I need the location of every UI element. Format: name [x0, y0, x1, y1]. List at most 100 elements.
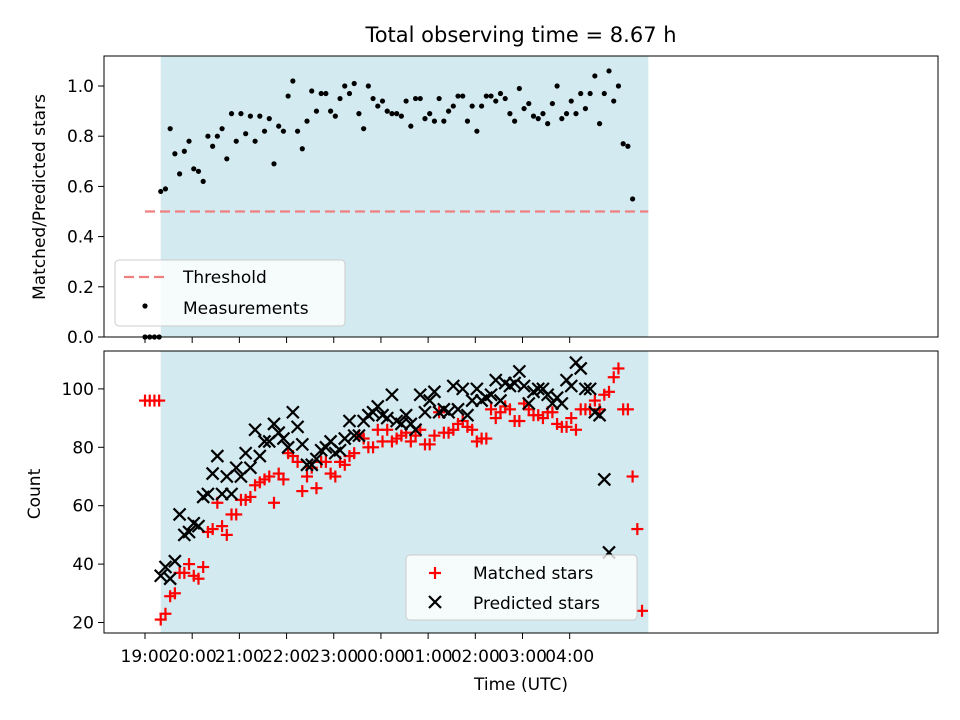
measurement-point — [408, 123, 414, 129]
measurement-point — [554, 83, 560, 89]
count-x-tick-label: 21:00 — [215, 647, 264, 667]
measurement-point — [210, 143, 216, 149]
count-y-tick-label: 40 — [72, 555, 94, 575]
measurement-point — [290, 78, 296, 84]
predicted-star-point — [168, 554, 182, 568]
predicted-star-point — [342, 414, 357, 428]
measurement-point — [200, 178, 206, 184]
ratio-legend: Threshold Measurements — [114, 259, 346, 327]
measurement-point — [412, 95, 419, 102]
measurement-point — [243, 131, 249, 137]
measurement-point — [526, 100, 532, 107]
predicted-star-point — [484, 387, 498, 402]
measurement-point — [464, 118, 471, 124]
measurement-point — [497, 90, 504, 97]
measurement-point — [375, 103, 381, 109]
measurement-point — [299, 146, 305, 152]
predicted-star-point — [460, 408, 475, 422]
measurement-point — [559, 116, 565, 122]
count-y-tick-label: 80 — [72, 438, 94, 458]
matched-star-point — [607, 371, 620, 384]
matched-star-point — [230, 508, 243, 521]
measurement-point — [398, 113, 404, 119]
predicted-star-point — [380, 411, 395, 425]
measurement-point — [493, 98, 499, 104]
matched-star-point — [338, 458, 351, 471]
predicted-star-point — [592, 408, 607, 422]
legend-measurements-swatch — [142, 303, 148, 309]
measurement-point — [323, 90, 329, 97]
matched-star-point — [192, 572, 205, 585]
matched-star-point — [267, 496, 280, 509]
measurement-point — [365, 83, 371, 89]
predicted-star-point — [347, 428, 361, 443]
matched-star-point — [565, 412, 578, 425]
count-y-tick-label: 60 — [72, 497, 94, 517]
predicted-star-point — [564, 379, 579, 393]
predicted-star-point — [238, 446, 253, 460]
measurement-point — [328, 108, 334, 114]
measurement-point — [257, 113, 263, 119]
predicted-star-point — [451, 402, 465, 417]
measurement-point — [228, 111, 235, 117]
measurement-point — [578, 90, 584, 97]
measurement-point — [276, 123, 282, 129]
matched-star-point — [593, 403, 606, 416]
ratio-y-tick-label: 0.4 — [67, 228, 94, 248]
count-legend: Matched stars Predicted stars — [405, 554, 638, 621]
measurement-point — [309, 88, 315, 94]
predicted-star-point — [493, 393, 508, 408]
measurement-point — [379, 98, 386, 104]
count-legend-box — [405, 554, 638, 621]
measurement-point — [342, 83, 348, 89]
ratio-y-axis: 0.0 0.2 0.4 0.6 0.8 1.0 — [67, 77, 104, 348]
count-x-tick-label: 22:00 — [262, 647, 311, 667]
predicted-star-point — [205, 466, 220, 481]
measurement-point — [191, 166, 197, 172]
predicted-stars-points — [153, 355, 616, 586]
matched-star-point — [612, 362, 625, 375]
predicted-star-point — [224, 487, 239, 501]
measurement-point — [521, 105, 527, 112]
measurement-point — [280, 128, 287, 134]
measurement-point — [389, 111, 395, 117]
count-y-axis: 20 40 60 80 100 — [62, 380, 104, 634]
predicted-star-point — [333, 443, 347, 457]
matched-star-point — [244, 490, 257, 503]
measurement-point — [346, 90, 353, 97]
legend-threshold-label: Threshold — [182, 268, 267, 288]
legend-predicted-swatch — [428, 595, 442, 609]
matched-star-point — [546, 406, 559, 419]
matched-star-point — [220, 528, 233, 541]
measurement-point — [266, 116, 272, 122]
measurement-point — [479, 103, 485, 109]
predicted-star-point — [153, 569, 168, 583]
measurement-point — [460, 93, 466, 99]
count-y-tick-label: 20 — [72, 614, 94, 634]
predicted-star-point — [191, 519, 206, 533]
count-x-tick-label: 23:00 — [309, 647, 358, 667]
measurement-point — [337, 95, 343, 102]
matched-star-point — [480, 432, 493, 445]
measurement-point — [181, 148, 187, 154]
predicted-star-point — [229, 460, 244, 475]
matched-star-point — [560, 420, 573, 433]
ratio-panel-frame — [103, 55, 939, 338]
measurement-point — [247, 113, 253, 119]
measurement-point — [422, 116, 428, 122]
measurement-point — [172, 151, 178, 157]
predicted-star-point — [158, 560, 173, 574]
ratio-y-label: Matched/Predicted stars — [30, 94, 50, 300]
predicted-star-point — [257, 434, 272, 449]
ratio-y-tick-label: 0.0 — [67, 328, 94, 348]
measurement-point — [219, 126, 225, 132]
count-panel-frame — [103, 350, 939, 634]
predicted-star-point — [163, 571, 177, 586]
legend-measurements-label: Measurements — [183, 299, 309, 319]
measurement-point — [507, 111, 513, 117]
measurement-point — [615, 83, 622, 89]
predicted-star-point — [555, 396, 569, 411]
measurement-point — [630, 196, 636, 202]
predicted-star-point — [583, 382, 597, 396]
matched-star-point — [603, 385, 616, 398]
